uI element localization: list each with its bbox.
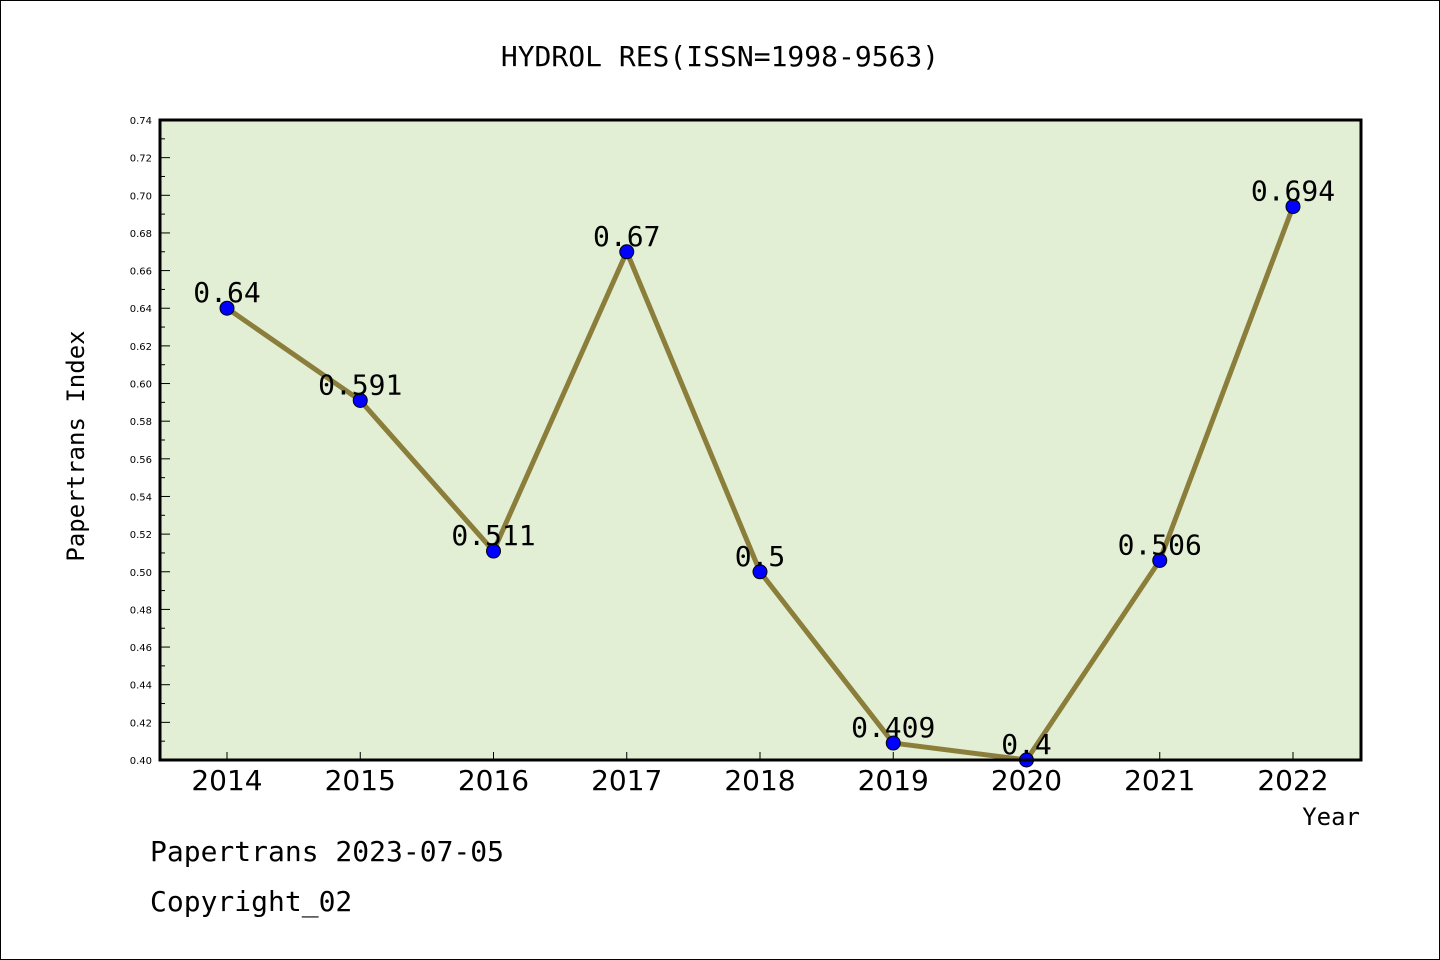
data-label: 0.67 [593, 220, 660, 253]
x-axis-label: Year [1302, 803, 1360, 831]
y-tick-label: 0.52 [130, 530, 152, 541]
y-axis: 0.40 0.42 0.44 0.46 0.48 0.50 0.52 0.54 0.56 0.58… [130, 116, 170, 767]
y-tick-label: 0.46 [130, 643, 152, 654]
data-point-marker [885, 735, 901, 751]
data-point-marker [1285, 199, 1301, 215]
y-tick-label: 0.48 [130, 605, 152, 616]
x-tick-label: 2018 [724, 764, 795, 797]
data-labels: 0.64 0.591 0.511 0.67 0.5 0.409 0.4 0.506 0.694 [193, 175, 1335, 761]
y-tick-label: 0.54 [130, 492, 152, 503]
x-tick-label: 2021 [1124, 764, 1195, 797]
data-point-marker [1152, 552, 1168, 568]
y-axis-label: Papertrans Index [62, 330, 90, 561]
x-tick-label: 2019 [858, 764, 929, 797]
y-tick-label: 0.72 [130, 154, 152, 165]
data-point-marker [486, 543, 501, 559]
data-point-marker [219, 300, 235, 316]
y-tick-label: 0.64 [130, 304, 152, 315]
y-tick-label: 0.66 [130, 267, 152, 278]
y-tick-label: 0.74 [130, 116, 152, 127]
data-label: 0.64 [193, 276, 260, 309]
data-point-marker [619, 244, 635, 260]
x-tick-label: 2022 [1257, 764, 1328, 797]
x-tick-label: 2020 [991, 764, 1062, 797]
data-point-marker [352, 392, 368, 408]
footer-copyright: Copyright_02 [150, 885, 353, 918]
data-label: 0.4 [1001, 728, 1052, 761]
y-tick-label: 0.68 [130, 229, 152, 240]
plot-border [158, 118, 1363, 762]
y-tick-label: 0.50 [130, 568, 152, 579]
chart-title: HYDROL RES(ISSN=1998-9563) [501, 40, 939, 73]
y-tick-label: 0.58 [130, 417, 152, 428]
data-label: 0.591 [318, 368, 402, 401]
x-tick-label: 2017 [591, 764, 662, 797]
data-label: 0.409 [851, 711, 935, 744]
x-tick-label: 2015 [325, 764, 396, 797]
x-tick-label: 2016 [458, 764, 529, 797]
y-tick-label: 0.44 [130, 681, 152, 692]
plot-area [160, 120, 1361, 760]
x-axis: 2014 2015 2016 2017 2018 2019 2020 2021 2022 [191, 752, 1329, 797]
data-label: 0.511 [451, 519, 535, 552]
data-label: 0.694 [1251, 175, 1335, 208]
y-tick-label: 0.42 [130, 718, 152, 729]
footer-date: Papertrans 2023-07-05 [150, 835, 505, 868]
data-label: 0.506 [1118, 528, 1202, 561]
y-tick-label: 0.40 [130, 756, 152, 767]
y-tick-label: 0.62 [130, 342, 152, 353]
data-label: 0.5 [735, 540, 786, 573]
y-tick-label: 0.60 [130, 380, 152, 391]
data-point-marker [752, 564, 768, 580]
y-tick-label: 0.70 [130, 191, 152, 202]
y-tick-label: 0.56 [130, 455, 152, 466]
x-tick-label: 2014 [191, 764, 262, 797]
